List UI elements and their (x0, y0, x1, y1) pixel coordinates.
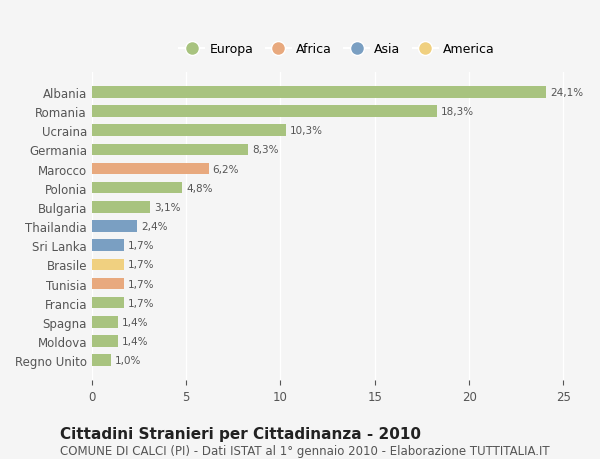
Text: 2,4%: 2,4% (141, 222, 167, 231)
Text: 1,7%: 1,7% (128, 279, 154, 289)
Text: 1,0%: 1,0% (115, 355, 141, 365)
Bar (92, 297, 124, 309)
Bar (92, 202, 151, 213)
Text: 3,1%: 3,1% (154, 202, 181, 213)
Text: 18,3%: 18,3% (441, 107, 474, 117)
Text: 1,7%: 1,7% (128, 298, 154, 308)
Bar (92, 87, 547, 99)
Bar (92, 106, 437, 118)
Bar (92, 316, 118, 328)
Bar (92, 125, 286, 137)
Text: 8,3%: 8,3% (252, 145, 278, 155)
Bar (92, 240, 124, 252)
Text: 1,4%: 1,4% (122, 336, 149, 346)
Text: COMUNE DI CALCI (PI) - Dati ISTAT al 1° gennaio 2010 - Elaborazione TUTTITALIA.I: COMUNE DI CALCI (PI) - Dati ISTAT al 1° … (60, 444, 550, 457)
Bar (92, 259, 124, 270)
Bar (92, 355, 111, 366)
Bar (92, 163, 209, 175)
Bar (92, 221, 137, 232)
Text: 4,8%: 4,8% (186, 183, 212, 193)
Text: 1,4%: 1,4% (122, 317, 149, 327)
Text: 1,7%: 1,7% (128, 260, 154, 270)
Text: 1,7%: 1,7% (128, 241, 154, 251)
Text: 6,2%: 6,2% (212, 164, 239, 174)
Bar (92, 336, 118, 347)
Bar (92, 278, 124, 290)
Text: Cittadini Stranieri per Cittadinanza - 2010: Cittadini Stranieri per Cittadinanza - 2… (60, 425, 421, 441)
Legend: Europa, Africa, Asia, America: Europa, Africa, Asia, America (176, 39, 499, 60)
Text: 10,3%: 10,3% (290, 126, 323, 136)
Bar (92, 183, 182, 194)
Bar (92, 144, 248, 156)
Text: 24,1%: 24,1% (550, 88, 583, 98)
